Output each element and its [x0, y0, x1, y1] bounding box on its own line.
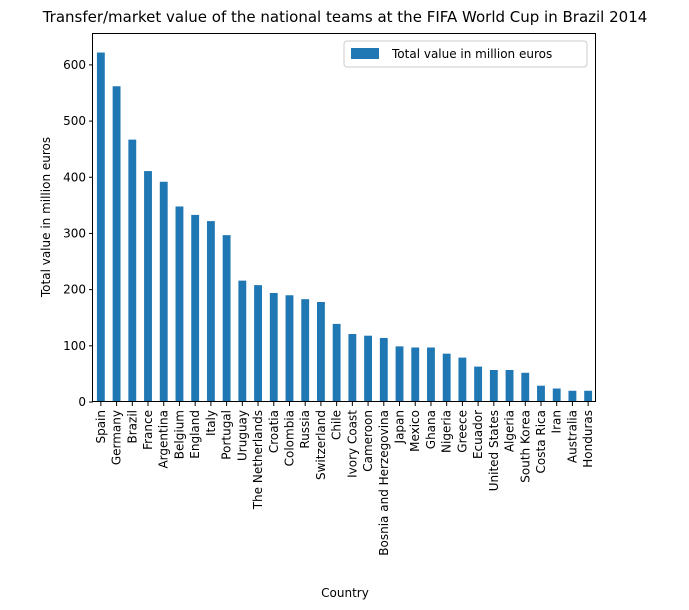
- y-tick-label: 200: [63, 283, 86, 297]
- bar: [301, 299, 310, 402]
- bar: [332, 323, 341, 402]
- x-axis: Spain Germany Brazil France Argentina Belgium…: [94, 402, 595, 556]
- bar: [175, 206, 184, 402]
- plot-frame: [92, 33, 596, 402]
- x-tick-label: The Netherlands: [251, 410, 265, 510]
- bar: [316, 301, 325, 402]
- y-tick-label: 400: [63, 170, 86, 184]
- x-tick-label: Switzerland: [314, 410, 328, 480]
- bar: [269, 293, 278, 402]
- x-tick-label: South Korea: [518, 410, 532, 483]
- bar: [222, 235, 231, 402]
- x-tick-label: Croatia: [267, 410, 281, 453]
- y-axis-label: Total value in million euros: [39, 137, 53, 298]
- bar: [505, 369, 514, 402]
- y-tick-label: 300: [63, 226, 86, 240]
- x-tick-label: Italy: [204, 410, 218, 436]
- bar: [474, 366, 483, 402]
- bar: [254, 285, 262, 402]
- bar: [584, 390, 593, 402]
- x-tick-label: Russia: [298, 410, 312, 449]
- y-tick-label: 500: [63, 114, 86, 128]
- x-tick-label: Japan: [393, 410, 407, 444]
- bar: [521, 372, 530, 402]
- legend-entry-label: Total value in million euros: [391, 47, 552, 61]
- x-axis-label: Country: [321, 586, 369, 600]
- x-tick-label: Honduras: [581, 410, 595, 468]
- bar: [427, 347, 435, 402]
- x-tick-label: Colombia: [282, 410, 296, 466]
- y-tick-label: 0: [78, 395, 86, 409]
- x-tick-label: Cameroon: [361, 410, 375, 472]
- x-tick-label: Mexico: [408, 410, 422, 452]
- x-tick-label: France: [141, 410, 155, 450]
- bar: [411, 347, 420, 402]
- bar: [285, 295, 294, 402]
- bar: [128, 139, 137, 402]
- legend-swatch: [351, 48, 379, 59]
- bar: [112, 86, 121, 403]
- bar: [96, 52, 105, 402]
- x-tick-label: Ecuador: [471, 410, 485, 459]
- bar: [159, 181, 168, 402]
- x-tick-label: Germany: [110, 410, 124, 465]
- bar: [364, 335, 373, 402]
- x-tick-label: Belgium: [172, 410, 186, 459]
- bar: [568, 390, 577, 402]
- bar: [552, 388, 561, 402]
- bar: [442, 353, 451, 402]
- x-tick-label: Spain: [94, 410, 108, 444]
- bar: [458, 357, 467, 402]
- x-tick-label: Greece: [455, 410, 469, 453]
- y-axis: 0 100 200 300 400 500 600: [63, 58, 93, 409]
- x-tick-label: Bosnia and Herzegovina: [377, 410, 391, 556]
- bar: [144, 171, 152, 402]
- bar: [206, 221, 215, 402]
- x-tick-label: Ghana: [424, 410, 438, 449]
- bar: [348, 334, 357, 402]
- bar: [395, 346, 404, 402]
- x-tick-label: England: [188, 410, 202, 459]
- x-tick-label: Portugal: [220, 410, 234, 460]
- x-tick-label: Nigeria: [440, 410, 454, 453]
- bar: [537, 385, 545, 402]
- bar: [489, 369, 498, 402]
- x-tick-label: Iran: [550, 410, 564, 433]
- x-tick-label: Costa Rica: [534, 410, 548, 473]
- x-tick-label: United States: [487, 410, 501, 491]
- x-tick-label: Australia: [565, 410, 579, 463]
- legend-box: [343, 40, 588, 68]
- bar: [191, 214, 200, 402]
- x-tick-label: Algeria: [503, 410, 517, 452]
- y-tick-label: 100: [63, 339, 86, 353]
- x-tick-label: Argentina: [157, 410, 171, 469]
- y-tick-label: 600: [63, 58, 86, 72]
- bar: [238, 280, 247, 402]
- x-tick-label: Chile: [330, 410, 344, 440]
- x-tick-label: Ivory Coast: [345, 410, 359, 478]
- legend: Total value in million euros: [343, 40, 588, 68]
- bars-group: [96, 52, 593, 403]
- bar: [379, 337, 388, 402]
- x-tick-label: Uruguay: [235, 410, 249, 461]
- chart-title: Transfer/market value of the national te…: [42, 8, 648, 26]
- x-tick-label: Brazil: [125, 410, 139, 444]
